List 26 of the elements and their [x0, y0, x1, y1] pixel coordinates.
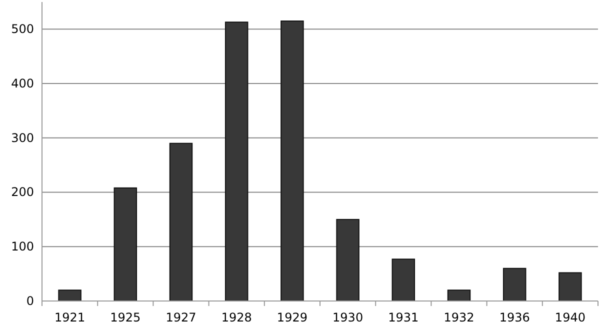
- x-tick-label: 1928: [221, 310, 252, 325]
- bar: [280, 20, 304, 302]
- y-tick-label: 400: [11, 76, 34, 90]
- bar: [392, 258, 416, 302]
- x-tick-label: 1925: [110, 310, 141, 325]
- x-tick-label: 1930: [332, 310, 364, 325]
- y-tick-label: 200: [11, 185, 34, 200]
- y-tick-label: 500: [11, 22, 34, 36]
- x-tick-label: 1927: [166, 310, 196, 325]
- bar: [336, 218, 360, 302]
- y-tick-label: 100: [11, 239, 34, 254]
- x-tick-label: 1921: [54, 310, 86, 325]
- x-tick-label: 1936: [499, 310, 530, 325]
- y-tick-label: 0: [26, 294, 34, 308]
- y-tick-label: 300: [11, 130, 34, 145]
- x-tick-label: 1929: [276, 310, 308, 325]
- bar: [502, 268, 526, 302]
- x-tick-label: 1931: [388, 310, 419, 325]
- bar: [169, 142, 193, 302]
- bar: [58, 290, 82, 302]
- bar: [447, 290, 471, 302]
- bar: [558, 272, 582, 302]
- bar: [224, 22, 248, 302]
- x-tick-label: 1932: [444, 310, 474, 325]
- bar: [114, 187, 138, 302]
- x-tick-label: 1940: [554, 310, 586, 325]
